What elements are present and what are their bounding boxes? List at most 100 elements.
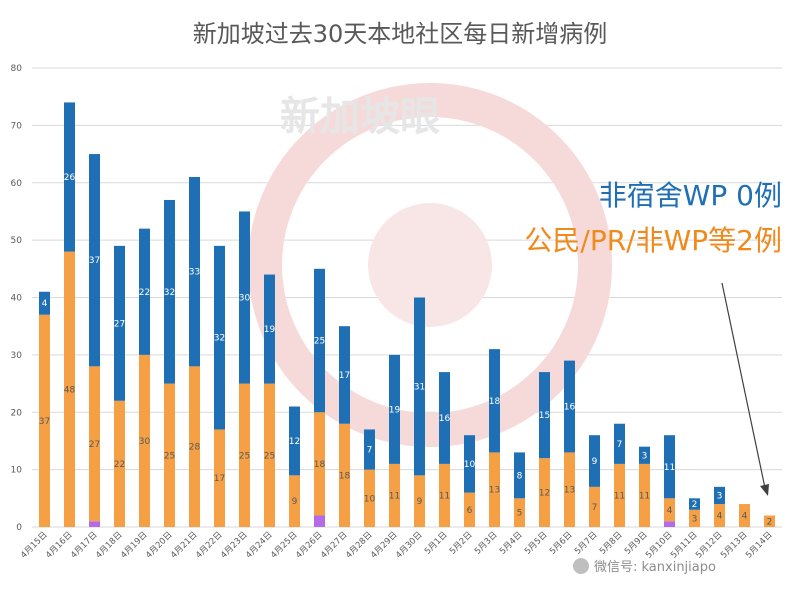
y-tick-label: 80 [11, 64, 23, 74]
bar-segment [39, 291, 50, 315]
bar-segment [489, 349, 500, 453]
data-label: 10 [464, 460, 476, 470]
data-label: 4 [717, 512, 723, 522]
x-tick-label: 4月16日 [44, 530, 75, 561]
data-label: 37 [89, 256, 100, 266]
x-tick-label: 5月11日 [669, 530, 700, 561]
data-label: 48 [64, 385, 76, 395]
bar-segment [239, 383, 250, 527]
data-label: 32 [214, 334, 225, 344]
data-label: 9 [592, 457, 598, 467]
bar-segment [314, 412, 325, 516]
bar-segment [639, 446, 650, 464]
bar-segment [364, 469, 375, 527]
data-label: 10 [364, 494, 376, 504]
bar-segment [589, 486, 600, 527]
annotation-citizens: 公民/PR/非WP等2例 [524, 224, 782, 257]
x-tick-label: 4月27日 [319, 530, 350, 561]
x-tick-label: 4月25日 [269, 530, 300, 561]
data-label: 9 [292, 497, 298, 507]
bar-segment [339, 423, 350, 527]
data-label: 19 [389, 405, 401, 415]
data-label: 11 [389, 491, 400, 501]
bar-segment [64, 251, 75, 527]
data-label: 25 [164, 451, 175, 461]
bar-segment [414, 475, 425, 527]
data-label: 11 [639, 491, 650, 501]
bar-segment [339, 326, 350, 424]
x-tick-label: 5月4日 [498, 530, 525, 557]
bar-segment [514, 498, 525, 527]
bar-segment [464, 435, 475, 493]
data-label: 17 [339, 371, 350, 381]
bar-segment [614, 463, 625, 527]
y-tick-label: 0 [16, 523, 22, 533]
data-label: 27 [114, 319, 125, 329]
bar-segment [639, 463, 650, 527]
y-tick-label: 20 [11, 408, 23, 418]
data-label: 18 [339, 471, 351, 481]
data-label: 15 [539, 411, 550, 421]
data-label: 13 [489, 486, 500, 496]
x-tick-label: 4月24日 [244, 530, 275, 561]
bar-segment [439, 463, 450, 527]
bar-segment [539, 458, 550, 527]
bar-segment [664, 521, 675, 527]
bar-segment [189, 366, 200, 527]
data-label: 27 [89, 440, 100, 450]
bar-segment [664, 435, 675, 499]
bar-segment [189, 177, 200, 367]
x-tick-label: 4月30日 [394, 530, 425, 561]
y-tick-label: 60 [11, 179, 23, 189]
bar-segment [464, 492, 475, 527]
data-label: 5 [517, 509, 523, 519]
bar-segment [139, 354, 150, 527]
bar-segment [689, 498, 700, 510]
data-label: 11 [664, 463, 675, 473]
y-tick-label: 40 [11, 294, 23, 304]
bar-segment [564, 360, 575, 453]
annotation-wp: 非宿舍WP 0例 [599, 179, 782, 212]
x-tick-label: 5月12日 [694, 530, 725, 561]
data-label: 25 [239, 451, 250, 461]
data-label: 33 [189, 268, 200, 278]
bar-segment [314, 268, 325, 413]
bar-segment [239, 211, 250, 384]
bar-segment [89, 366, 100, 522]
data-label: 11 [439, 491, 450, 501]
arrow-line [721, 282, 766, 489]
x-tick-label: 5月5日 [523, 530, 550, 557]
data-label: 26 [64, 173, 76, 183]
watermark-text: 新加坡眼 [280, 94, 440, 140]
data-label: 8 [517, 471, 523, 481]
x-axis-ticks: 4月15日4月16日4月17日4月18日4月19日4月20日4月21日4月22日… [19, 530, 775, 561]
data-label: 4 [742, 512, 748, 522]
x-tick-label: 4月21日 [169, 530, 200, 561]
bar-segment [114, 400, 125, 527]
data-label: 9 [417, 497, 423, 507]
watermark-center [368, 203, 492, 327]
bar-segment [589, 435, 600, 487]
bar-segment [164, 199, 175, 384]
data-label: 11 [614, 491, 625, 501]
x-tick-label: 5月2日 [448, 530, 475, 557]
bar-segment [714, 486, 725, 505]
x-tick-label: 5月7日 [573, 530, 600, 557]
x-tick-label: 4月28日 [344, 530, 375, 561]
bar-segment [264, 274, 275, 384]
bar-segment [664, 498, 675, 522]
x-tick-label: 4月20日 [144, 530, 175, 561]
data-label: 22 [139, 288, 150, 298]
watermark: 新加坡眼 [248, 83, 612, 447]
wechat-icon [573, 558, 589, 574]
x-tick-label: 5月10日 [644, 530, 675, 561]
data-label: 6 [467, 506, 473, 516]
bar-segment [264, 383, 275, 527]
wechat-credit: 微信号: kanxinjiapo [573, 558, 716, 575]
bar-segment [164, 383, 175, 527]
x-tick-label: 4月26日 [294, 530, 325, 561]
data-label: 4 [42, 299, 48, 309]
bar-segment [689, 509, 700, 527]
bar-segment [439, 372, 450, 464]
bar-segment [139, 228, 150, 355]
